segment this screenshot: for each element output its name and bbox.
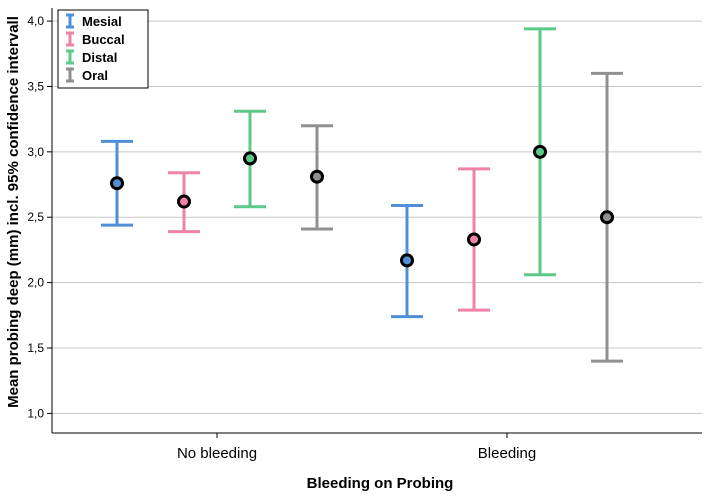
mean-point — [400, 253, 414, 268]
mean-point — [467, 232, 481, 247]
grid — [52, 20, 702, 414]
x-tick-label: No bleeding — [177, 445, 257, 462]
y-tick-label: 3,0 — [27, 145, 44, 159]
errorbar-oral-0 — [301, 124, 333, 231]
mean-point — [243, 151, 257, 166]
y-tick-label: 1,5 — [27, 341, 44, 355]
axes: 1,0 1,5 2,0 2,5 3,0 3,5 4,0 No bleeding Bleeding — [27, 8, 702, 462]
legend-label: Distal — [82, 50, 117, 65]
errorbar-distal-0 — [234, 109, 266, 209]
errorbar-buccal-0 — [168, 171, 200, 234]
y-axis-title: Mean probing deep (mm) incl. 95% confide… — [5, 16, 22, 408]
y-tick-label: 4,0 — [27, 14, 44, 28]
y-tick-label: 1,0 — [27, 406, 44, 420]
x-axis-title: Bleeding on Probing — [307, 475, 454, 492]
errorbar-distal-1 — [524, 27, 556, 277]
errorbar-mesial-1 — [391, 203, 423, 319]
legend-box — [57, 9, 149, 89]
mean-point — [110, 176, 124, 191]
mean-point — [600, 210, 614, 225]
mean-point — [533, 144, 547, 159]
legend-label: Buccal — [82, 32, 125, 47]
y-tick-label: 2,5 — [27, 210, 44, 224]
mean-point — [177, 194, 191, 209]
legend-label: Oral — [82, 68, 108, 83]
x-tick-label: Bleeding — [478, 445, 536, 462]
errorbar-mesial-0 — [101, 139, 133, 227]
legend: Mesial Buccal Distal Oral — [57, 9, 149, 89]
errorbar-oral-1 — [591, 71, 623, 363]
y-tick-label: 3,5 — [27, 79, 44, 93]
mean-point — [310, 169, 324, 184]
errorbar-buccal-1 — [458, 167, 490, 312]
y-tick-label: 2,0 — [27, 276, 44, 290]
series-marks — [101, 27, 623, 363]
legend-label: Mesial — [82, 14, 122, 29]
